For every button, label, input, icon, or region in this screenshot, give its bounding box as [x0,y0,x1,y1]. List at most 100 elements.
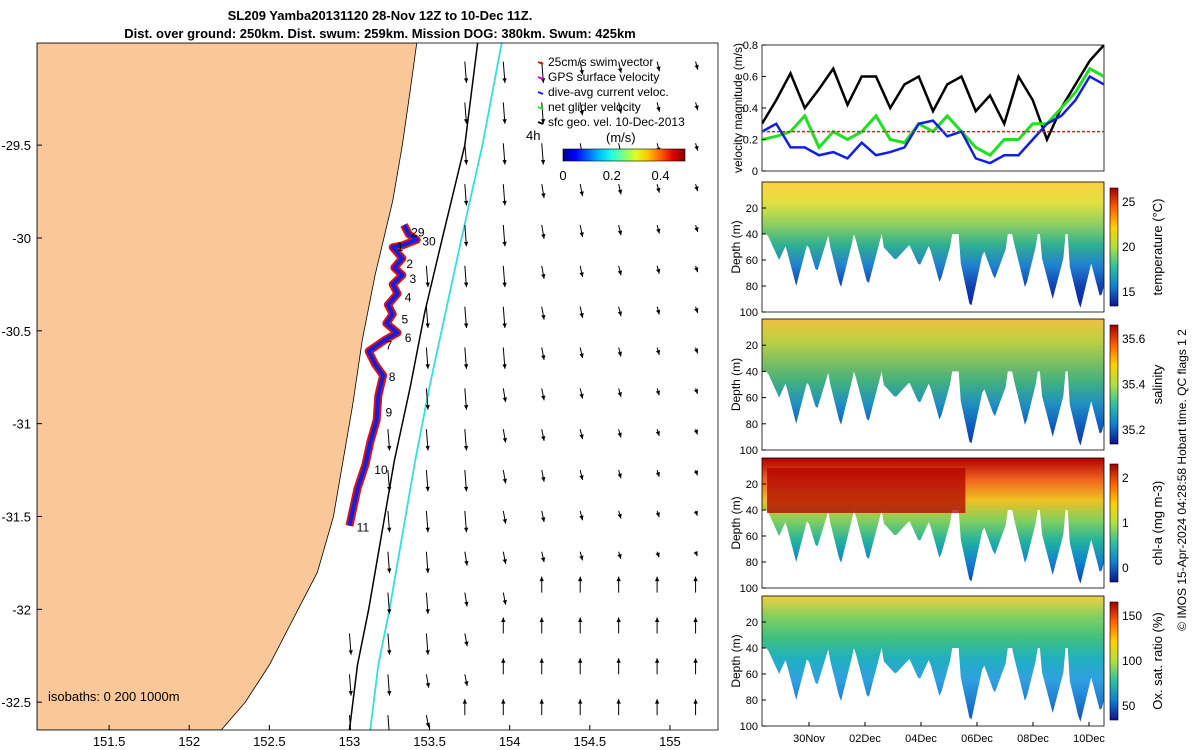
velocity-arrow-head [617,311,623,317]
section-x-tick-label: 04Dec [905,733,937,745]
velocity-arrow-head [617,473,622,479]
velocity-arrow-head [539,658,544,663]
section-colorbar-label: temperature (°C) [1150,199,1165,296]
section-data-field [762,319,1104,446]
section-y-tick-label: 60 [746,393,758,405]
section-y-tick-label: 60 [746,669,758,681]
legend-item: 25cm/s swim vector [548,55,653,69]
velocity-arrow-head [655,430,660,436]
velocity-arrow-head [539,699,544,704]
velocity-arrow-head [578,658,583,663]
section-colorbar [1109,187,1119,307]
section-y-tick-label: 40 [746,366,758,378]
section-y-tick-label: 40 [746,505,758,517]
velocity-arrow-head [579,515,584,521]
section-data-field [762,182,1104,308]
section-colorbar-tick-label: 15 [1122,285,1136,299]
section-ylabel: Depth (m) [729,358,743,411]
velocity-arrow-head [425,722,431,728]
map-x-tick-label: 151.5 [93,734,126,749]
velocity-arrow-head [616,617,621,622]
section-colorbar-label: Ox. sat. ratio (%) [1150,612,1165,710]
velocity-arrow-head [463,486,469,492]
colorbar-swatch [562,148,686,162]
velocity-arrow-head [502,119,507,124]
velocity-arrow-head [348,690,353,696]
map-y-tick-label: -32 [12,602,31,617]
velocity-arrow-head [694,267,699,273]
velocity-arrow-head [617,391,622,397]
velocity-arrow-head [463,405,469,410]
velocity-arrow-head [463,527,469,533]
velocity-arrow-head [579,434,584,440]
imos-credit-text: © IMOS 15-Apr-2024 04:28:58 Hobart time.… [1175,329,1189,631]
section-y-tick-label: 60 [746,255,758,267]
velocity-arrow-head [425,405,430,410]
track-day-label-29: 29 [411,225,425,239]
section-y-tick-label: 20 [746,479,758,491]
section-y-tick-label: 100 [740,307,758,319]
velocity-arrow-head [464,641,469,647]
section-colorbar-tick-label: 50 [1122,699,1136,713]
section-colorbar-tick-label: 35.4 [1122,378,1146,392]
map-y-tick-label: -30.5 [1,324,31,339]
section-x-tick-label: 08Dec [1017,733,1049,745]
velocity-arrow-head [387,732,391,737]
velocity-arrow-head [502,478,507,484]
section-y-tick-label: 20 [746,617,758,629]
velocity-arrow-head [617,432,622,438]
velocity-arrow-head [541,476,546,482]
legend-marker [537,106,544,110]
velocity-arrow-head [425,527,430,533]
velocity-arrow-head [464,681,469,686]
track-day-label-5: 5 [402,313,409,327]
track-day-label-8: 8 [389,370,396,384]
map-y-tick-label: -31.5 [1,509,31,524]
legend-item: dive-avg current veloc. [548,85,669,99]
velocity-arrow-head [693,429,698,435]
section-colorbar [1109,601,1119,721]
velocity-arrow-head [387,609,392,614]
velocity-arrow-head [656,106,661,112]
velocity-arrow-head [578,576,583,582]
section-colorbar-tick-label: 35.6 [1122,332,1146,346]
track-day-label-1: 1 [397,240,404,254]
isobath-note: isobaths: 0 200 1000m [48,689,180,704]
velocity-arrow-head [654,576,660,582]
velocity-arrow-head [655,552,660,558]
map-y-tick-label: -31 [12,417,31,432]
section-y-tick-label: 80 [746,419,758,431]
land-polygon [37,43,418,730]
arrow-annotation-4h: 4h [526,128,540,143]
section-y-tick-label: 40 [746,229,758,241]
section-colorbar-tick-label: 1 [1122,516,1129,530]
section-colorbar-label: salinity [1150,364,1165,404]
isobath-200m-line [348,43,479,730]
velocity-arrow-head [502,437,507,443]
velocity-arrow-head [693,510,698,516]
velocity-arrow-head [694,308,699,314]
legend-item: sfc geo. vel. 10-Dec-2013 [548,115,685,129]
legend-marker [537,121,544,125]
section-x-tick-label: 10Dec [1073,733,1105,745]
velocity-arrow-head [425,609,430,614]
velocity-ylabel: velocity magnitude (m/s) [731,43,745,173]
section-panel-frame [761,181,1105,313]
velocity-arrow-head [694,64,699,70]
track-day-label-30: 30 [422,235,436,249]
velocity-arrow-head [541,517,546,522]
velocity-arrow-head [502,397,507,403]
velocity-arrow-head [463,323,469,328]
velocity-arrow-head [502,323,507,328]
section-colorbar-tick-label: 20 [1122,240,1136,254]
velocity-arrow-head [693,470,698,476]
velocity-arrow-head [617,351,622,357]
velocity-arrow-head [502,282,507,288]
section-y-tick-label: 80 [746,557,758,569]
section-colorbar-label: chl-a (mg m-3) [1150,481,1165,566]
section-y-tick-label: 20 [746,340,758,352]
velocity-arrow [348,715,352,730]
velocity-arrow-head [579,475,584,480]
velocity-arrow-head [693,699,698,704]
